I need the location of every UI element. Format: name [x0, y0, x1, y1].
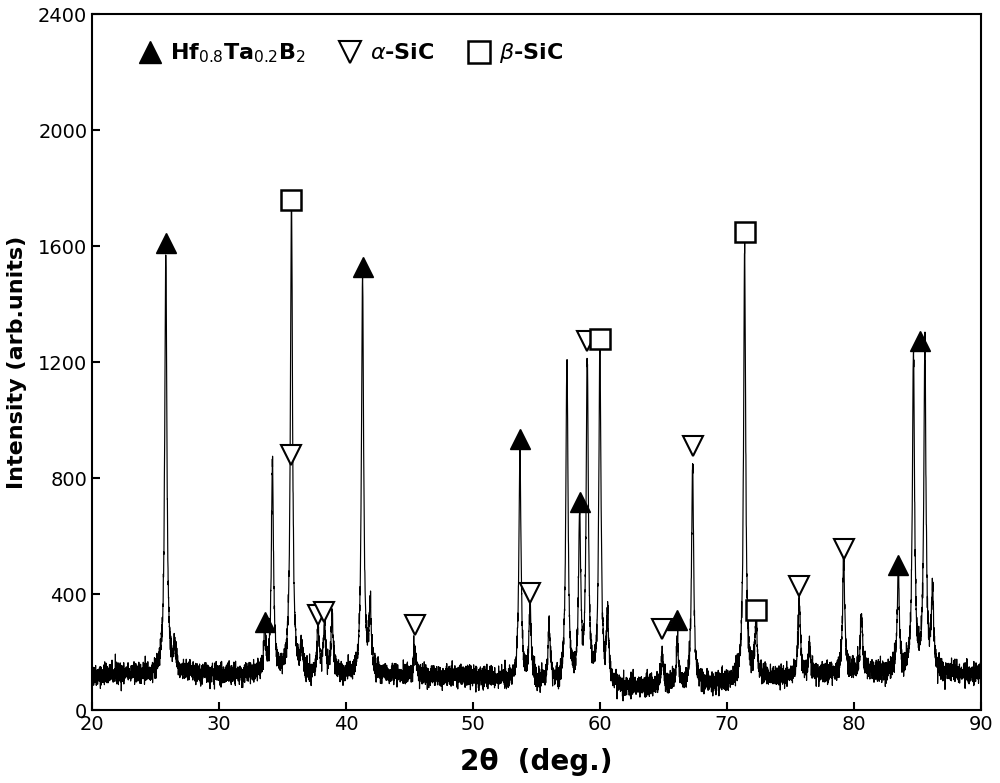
Legend: Hf$_{0.8}$Ta$_{0.2}$B$_2$, $\alpha$-SiC, $\beta$-SiC: Hf$_{0.8}$Ta$_{0.2}$B$_2$, $\alpha$-SiC,…	[130, 33, 572, 74]
X-axis label: 2θ  (deg.): 2θ (deg.)	[460, 748, 613, 776]
Y-axis label: Intensity (arb.units): Intensity (arb.units)	[7, 236, 27, 489]
